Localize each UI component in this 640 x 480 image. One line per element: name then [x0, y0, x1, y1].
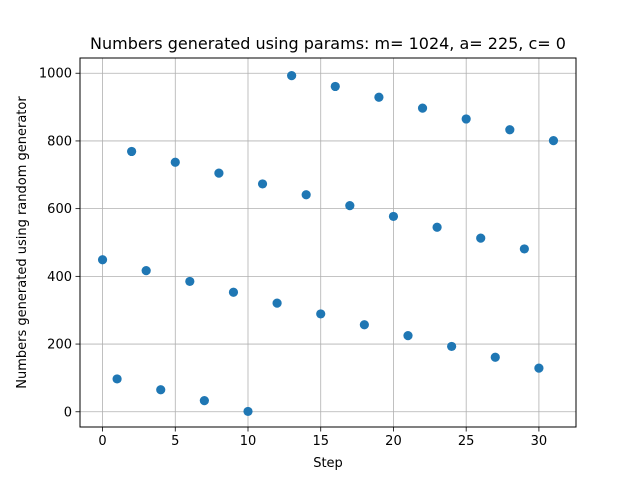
data-point — [534, 363, 544, 373]
data-point — [519, 244, 529, 254]
data-point — [345, 201, 355, 211]
data-point — [301, 190, 311, 200]
data-point — [505, 125, 515, 135]
data-point — [170, 157, 180, 167]
data-point — [127, 146, 137, 157]
x-tick-label: 15 — [312, 434, 329, 449]
data-point — [388, 211, 399, 222]
data-point — [272, 298, 282, 308]
axis-ticks: 0 5 10 15 20 25 30 0 200 400 600 800 1000 — [39, 67, 547, 449]
data-point — [199, 395, 209, 406]
data-point — [417, 103, 428, 113]
data-point — [112, 374, 122, 384]
data-point — [447, 341, 457, 352]
data-point — [287, 71, 297, 81]
data-point — [374, 92, 384, 102]
data-point — [141, 265, 151, 276]
data-point — [330, 81, 340, 92]
chart-title: Numbers generated using params: m= 1024,… — [90, 34, 566, 53]
data-point — [432, 222, 442, 232]
y-tick-label: 0 — [64, 405, 72, 420]
y-tick-label: 200 — [47, 338, 72, 353]
x-tick-label: 30 — [531, 434, 548, 449]
y-tick-label: 800 — [47, 134, 72, 149]
data-point — [185, 276, 195, 287]
data-point — [476, 233, 486, 243]
x-tick-label: 20 — [385, 434, 402, 449]
x-tick-label: 5 — [171, 434, 179, 449]
data-point — [461, 114, 471, 124]
data-point — [316, 309, 326, 319]
y-tick-label: 1000 — [39, 67, 72, 82]
data-point — [490, 352, 500, 362]
data-point — [214, 168, 224, 178]
data-point — [548, 136, 559, 146]
data-points — [97, 71, 559, 417]
x-tick-label: 0 — [98, 434, 106, 449]
data-point — [403, 330, 413, 341]
data-point — [243, 406, 253, 417]
y-axis-label: Numbers generated using random generator — [15, 96, 30, 389]
y-tick-label: 600 — [47, 202, 72, 217]
data-point — [156, 385, 166, 395]
x-tick-label: 25 — [458, 434, 475, 449]
x-tick-label: 10 — [240, 434, 257, 449]
x-axis-label: Step — [313, 456, 343, 471]
data-point — [228, 287, 239, 297]
data-point — [257, 179, 268, 189]
plot-frame — [79, 57, 577, 428]
data-point — [359, 320, 369, 330]
y-tick-label: 400 — [47, 270, 72, 285]
data-point — [97, 255, 108, 265]
